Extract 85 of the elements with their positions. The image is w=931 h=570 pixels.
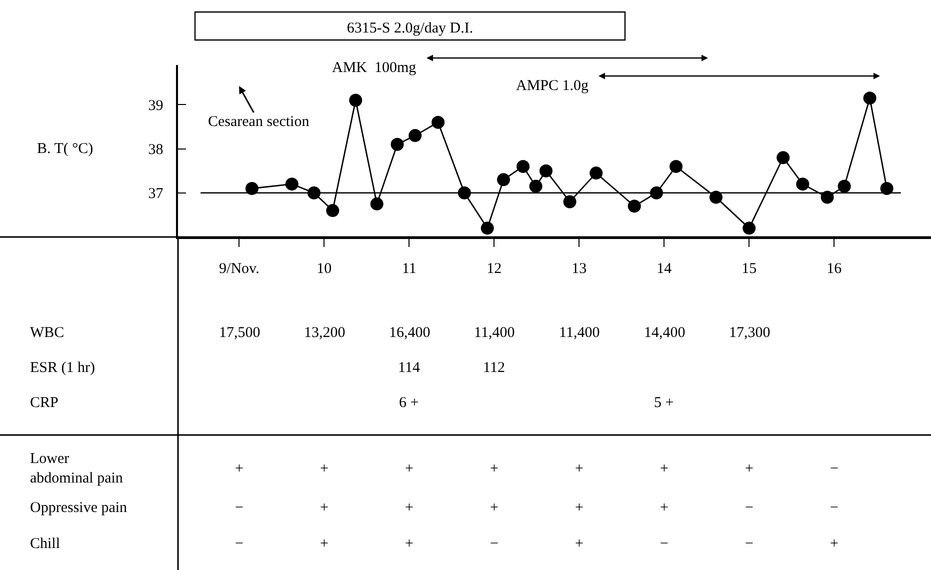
text: WBC xyxy=(30,325,64,341)
x-tick-label: 14 xyxy=(656,260,672,277)
text: 6 + xyxy=(399,395,419,411)
text: Chill xyxy=(30,536,60,552)
text: 13,200 xyxy=(304,325,346,341)
text: + xyxy=(405,461,414,477)
point xyxy=(307,186,320,200)
text: 17,300 xyxy=(729,325,770,341)
point xyxy=(776,151,790,164)
y-tick-label: 37 xyxy=(148,186,164,202)
text: 17,500 xyxy=(219,325,260,341)
annotation: AMK 100mg xyxy=(332,60,417,76)
text: + xyxy=(490,500,498,516)
text: + xyxy=(235,461,244,477)
x-tick-label: 11 xyxy=(402,260,416,277)
text: + xyxy=(405,536,414,552)
text: + xyxy=(745,461,754,477)
point xyxy=(497,173,510,186)
text: + xyxy=(490,461,498,477)
point xyxy=(408,129,422,142)
point xyxy=(650,186,663,200)
text: + xyxy=(575,461,584,477)
text: Lower abdominal pain xyxy=(30,451,124,486)
text: 112 xyxy=(483,360,505,376)
point xyxy=(516,160,530,173)
point xyxy=(670,160,683,173)
x-tick-label: 10 xyxy=(316,260,332,277)
x-tick-label: 12 xyxy=(486,260,502,277)
text: + xyxy=(320,500,328,516)
point xyxy=(480,222,494,235)
text: 14,400 xyxy=(644,325,686,341)
text: + xyxy=(660,500,668,516)
text: 16,400 xyxy=(389,325,430,341)
point xyxy=(838,180,851,193)
point xyxy=(529,180,542,193)
text: − xyxy=(235,500,244,516)
text: 11,400 xyxy=(559,325,600,341)
text: CRP xyxy=(30,395,58,411)
point xyxy=(628,200,641,213)
text: − xyxy=(830,500,838,516)
point xyxy=(285,178,298,191)
point xyxy=(820,190,834,204)
text: − xyxy=(235,536,244,552)
point xyxy=(863,92,876,105)
x-tick-label: 9/Nov. xyxy=(219,260,260,277)
point xyxy=(245,182,258,195)
text: − xyxy=(745,536,754,552)
point xyxy=(390,138,404,151)
text: + xyxy=(320,461,328,477)
point xyxy=(458,186,471,200)
point xyxy=(742,222,756,235)
y-tick-label: 38 xyxy=(148,142,164,158)
point xyxy=(590,166,603,180)
text: − xyxy=(745,500,754,516)
text: + xyxy=(575,536,584,552)
text: 5 + xyxy=(654,395,674,411)
point xyxy=(540,164,552,178)
text: + xyxy=(575,500,584,516)
text: + xyxy=(830,536,838,552)
text: − xyxy=(490,536,498,552)
x-tick-label: 13 xyxy=(572,260,587,277)
text: − xyxy=(660,536,668,552)
point xyxy=(349,94,362,107)
y-tick-label: 39 xyxy=(148,98,164,114)
chart-title: 6315-S 2.0g/day D.I. xyxy=(346,20,474,36)
text: + xyxy=(660,461,668,477)
point xyxy=(709,190,722,204)
point xyxy=(432,116,445,129)
point xyxy=(796,178,810,191)
point xyxy=(326,204,340,218)
point xyxy=(370,197,384,210)
text: + xyxy=(405,500,414,516)
text: + xyxy=(320,536,328,552)
point xyxy=(880,182,894,195)
annotation: AMPC 1.0g xyxy=(516,78,590,94)
annotation: Cesarean section xyxy=(208,114,310,130)
text: 114 xyxy=(398,360,420,376)
text: ESR (1 hr) xyxy=(30,360,95,376)
x-tick-label: 15 xyxy=(742,260,757,277)
point xyxy=(563,195,576,208)
text: 11,400 xyxy=(474,325,515,341)
text: Oppressive pain xyxy=(30,500,128,516)
y-axis-title: B. T( °C) xyxy=(37,141,94,157)
text: − xyxy=(830,461,838,477)
x-tick-label: 16 xyxy=(826,260,842,277)
